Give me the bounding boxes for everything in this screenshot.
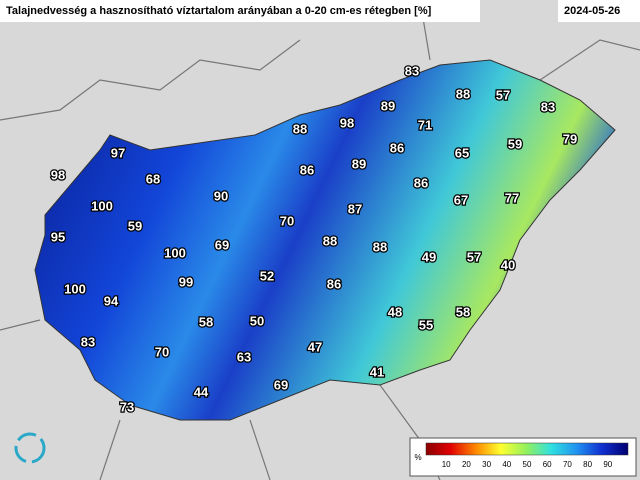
legend-unit: % <box>414 453 421 462</box>
station-value: 90 <box>214 188 228 203</box>
station-value: 52 <box>260 268 274 283</box>
station-value: 57 <box>467 249 481 264</box>
station-value: 59 <box>508 136 522 151</box>
station-value: 65 <box>455 145 469 160</box>
station-value: 40 <box>501 257 515 272</box>
country <box>34 59 616 421</box>
station-value: 88 <box>456 86 470 101</box>
station-value: 58 <box>456 304 470 319</box>
station-value: 69 <box>215 237 229 252</box>
station-value: 88 <box>293 121 307 136</box>
station-value: 77 <box>505 190 519 205</box>
legend-tick-label: 20 <box>462 460 471 469</box>
station-value: 88 <box>323 233 337 248</box>
station-value: 100 <box>91 198 113 213</box>
stations: 83 88 57 83 89 71 88 98 59 79 86 65 97 89 86 98 68 86 90 67… <box>50 62 579 416</box>
station-value: 94 <box>104 293 119 308</box>
station-value: 89 <box>352 156 366 171</box>
station-value: 83 <box>405 63 419 78</box>
legend-tick-label: 10 <box>442 460 451 469</box>
date-box <box>558 0 640 22</box>
station-value: 73 <box>120 399 134 414</box>
station-value: 89 <box>381 98 395 113</box>
station-value: 49 <box>422 249 436 264</box>
station-value: 83 <box>541 99 555 114</box>
logo <box>14 432 46 464</box>
station-value: 57 <box>496 87 510 102</box>
station-value: 44 <box>194 384 209 399</box>
legend-tick-label: 70 <box>563 460 572 469</box>
station-value: 63 <box>237 349 251 364</box>
station-value: 68 <box>146 171 160 186</box>
legend-tick-label: 80 <box>583 460 592 469</box>
station-value: 69 <box>274 377 288 392</box>
legend-tick-label: 90 <box>603 460 612 469</box>
station-value: 67 <box>454 192 468 207</box>
date: 2024-05-26 <box>564 5 620 17</box>
colorbar <box>425 442 629 456</box>
title-box <box>0 0 480 22</box>
legend-ticks: 10 20 30 40 50 60 70 80 90 <box>442 460 613 469</box>
station-value: 83 <box>81 334 95 349</box>
station-value: 100 <box>64 281 86 296</box>
legend-tick-label: 40 <box>502 460 511 469</box>
station-value: 87 <box>348 201 362 216</box>
legend-tick-label: 60 <box>543 460 552 469</box>
station-value: 70 <box>280 213 294 228</box>
station-value: 98 <box>51 167 65 182</box>
station-value: 86 <box>414 175 428 190</box>
legend-tick-label: 50 <box>523 460 532 469</box>
station-value: 70 <box>155 344 169 359</box>
station-value: 95 <box>51 229 65 244</box>
station-value: 100 <box>164 245 186 260</box>
station-value: 97 <box>111 145 125 160</box>
station-value: 88 <box>373 239 387 254</box>
station-value: 99 <box>179 274 193 289</box>
station-value: 86 <box>300 162 314 177</box>
station-value: 71 <box>418 117 432 132</box>
station-value: 79 <box>563 131 577 146</box>
station-value: 48 <box>388 304 402 319</box>
station-value: 86 <box>390 140 404 155</box>
station-value: 59 <box>128 218 142 233</box>
station-value: 50 <box>250 313 264 328</box>
station-value: 58 <box>199 314 213 329</box>
station-value: 41 <box>370 364 384 379</box>
title: Talajnedvesség a hasznosítható víztartal… <box>6 5 432 17</box>
legend-tick-label: 30 <box>482 460 491 469</box>
station-value: 86 <box>327 276 341 291</box>
station-value: 55 <box>419 317 433 332</box>
station-value: 47 <box>308 339 322 354</box>
station-value: 98 <box>340 115 354 130</box>
